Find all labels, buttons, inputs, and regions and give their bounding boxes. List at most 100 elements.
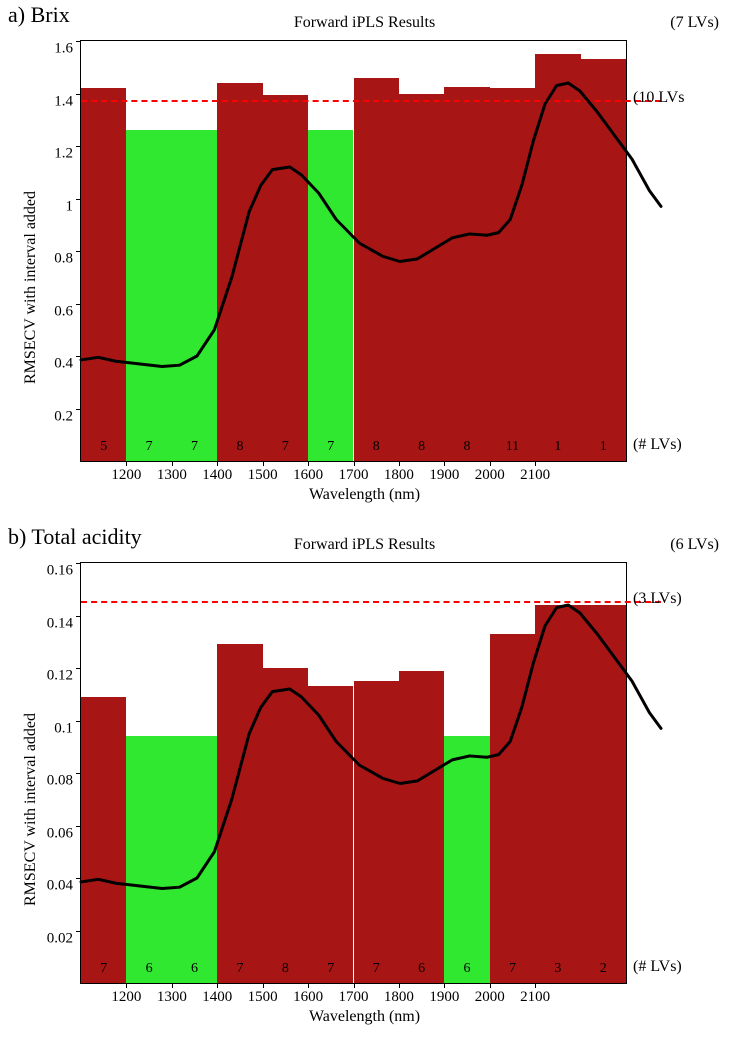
bar: 2: [581, 605, 626, 983]
bar-lv-label: 5: [81, 439, 126, 455]
bar-lv-label: 7: [308, 439, 353, 455]
y-tick-label: 0.02: [47, 930, 81, 947]
y-tick-label: 0.16: [47, 563, 81, 580]
x-tick-mark: [535, 983, 536, 988]
bar: 7: [354, 681, 399, 983]
y-tick-label: 1.4: [54, 93, 81, 110]
bar: 6: [444, 736, 489, 983]
x-tick-mark: [172, 461, 173, 466]
x-tick-mark: [444, 983, 445, 988]
bar: 8: [217, 83, 262, 461]
y-tick-mark: [76, 563, 81, 564]
lv-top-note: (7 LVs): [670, 14, 719, 32]
bar: 11: [490, 88, 535, 461]
bar: 1: [581, 59, 626, 461]
y-tick-mark: [76, 616, 81, 617]
bar: 5: [81, 88, 126, 461]
bar: 7: [263, 95, 308, 461]
y-tick-label: 0.06: [47, 825, 81, 842]
bar: 6: [126, 736, 171, 983]
lv-top-note: (6 LVs): [670, 536, 719, 554]
bar: 7: [172, 130, 217, 461]
bar-lv-label: 7: [490, 961, 535, 977]
bar: 1: [535, 54, 580, 461]
plot-area: 0.020.040.060.080.10.120.140.16766787766…: [80, 562, 627, 984]
panel-total-acidity: b) Total acidityForward iPLS Results(6 L…: [0, 522, 729, 1044]
y-tick-label: 0.04: [47, 878, 81, 895]
x-axis-label: Wavelength (nm): [0, 486, 729, 504]
y-tick-label: 0.14: [47, 615, 81, 632]
bar-lv-label: 8: [263, 961, 308, 977]
x-tick-mark: [535, 461, 536, 466]
y-tick-label: 0.6: [54, 303, 81, 320]
x-tick-mark: [217, 461, 218, 466]
page: a) BrixForward iPLS Results(7 LVs)0.20.4…: [0, 0, 729, 1044]
bar: 7: [308, 686, 353, 983]
y-tick-label: 0.4: [54, 356, 81, 373]
bar: 6: [172, 736, 217, 983]
bar-lv-label: 7: [217, 961, 262, 977]
x-tick-mark: [490, 983, 491, 988]
bar-lv-label: 6: [444, 961, 489, 977]
bar: 7: [126, 130, 171, 461]
y-tick-label: 0.8: [54, 251, 81, 268]
lv-count-note: (# LVs): [633, 958, 682, 976]
y-tick-mark: [76, 668, 81, 669]
y-tick-label: 0.12: [47, 668, 81, 685]
bar-lv-label: 7: [308, 961, 353, 977]
plot-area: 0.20.40.60.811.21.41.6577877888111112001…: [80, 40, 627, 462]
bar-lv-label: 3: [535, 961, 580, 977]
lv-dash-note: (3 LVs): [633, 590, 682, 608]
bar: 8: [354, 78, 399, 461]
bar-lv-label: 6: [172, 961, 217, 977]
y-tick-label: 0.08: [47, 773, 81, 790]
bar-lv-label: 6: [399, 961, 444, 977]
bar: 7: [217, 644, 262, 983]
bar: 7: [308, 130, 353, 461]
bar-lv-label: 8: [399, 439, 444, 455]
bar-lv-label: 1: [581, 439, 626, 455]
x-tick-mark: [217, 983, 218, 988]
bar-lv-label: 7: [172, 439, 217, 455]
plot-title: Forward iPLS Results: [0, 14, 729, 32]
y-axis-label: RMSECV with interval added: [22, 191, 40, 384]
x-tick-mark: [172, 983, 173, 988]
bar-lv-label: 1: [535, 439, 580, 455]
bar-lv-label: 8: [354, 439, 399, 455]
x-tick-mark: [126, 983, 127, 988]
x-tick-mark: [263, 461, 264, 466]
x-tick-mark: [354, 983, 355, 988]
lv-count-note: (# LVs): [633, 436, 682, 454]
bar-lv-label: 8: [444, 439, 489, 455]
y-axis-label: RMSECV with interval added: [22, 713, 40, 906]
y-tick-label: 0.2: [54, 408, 81, 425]
reference-dash-line: [81, 601, 661, 603]
x-axis-label: Wavelength (nm): [0, 1008, 729, 1026]
bar-lv-label: 8: [217, 439, 262, 455]
x-tick-mark: [444, 461, 445, 466]
bar-lv-label: 6: [126, 961, 171, 977]
bar-lv-label: 2: [581, 961, 626, 977]
bar-lv-label: 7: [354, 961, 399, 977]
lv-dash-note: (10 LVs: [633, 89, 684, 107]
x-tick-mark: [490, 461, 491, 466]
bar: 7: [490, 634, 535, 983]
bar: 7: [81, 697, 126, 983]
bar-lv-label: 7: [81, 961, 126, 977]
bar: 8: [399, 94, 444, 462]
x-tick-mark: [399, 983, 400, 988]
y-tick-label: 1: [66, 198, 82, 215]
y-tick-label: 1.6: [54, 41, 81, 58]
reference-dash-line: [81, 100, 661, 102]
y-tick-label: 0.1: [54, 720, 81, 737]
plot-title: Forward iPLS Results: [0, 536, 729, 554]
x-tick-mark: [126, 461, 127, 466]
panel-brix: a) BrixForward iPLS Results(7 LVs)0.20.4…: [0, 0, 729, 522]
bar-lv-label: 11: [490, 439, 535, 455]
x-tick-mark: [308, 461, 309, 466]
bar: 3: [535, 605, 580, 983]
bar: 8: [444, 87, 489, 461]
x-tick-mark: [308, 983, 309, 988]
y-tick-mark: [76, 41, 81, 42]
bar: 8: [263, 668, 308, 983]
